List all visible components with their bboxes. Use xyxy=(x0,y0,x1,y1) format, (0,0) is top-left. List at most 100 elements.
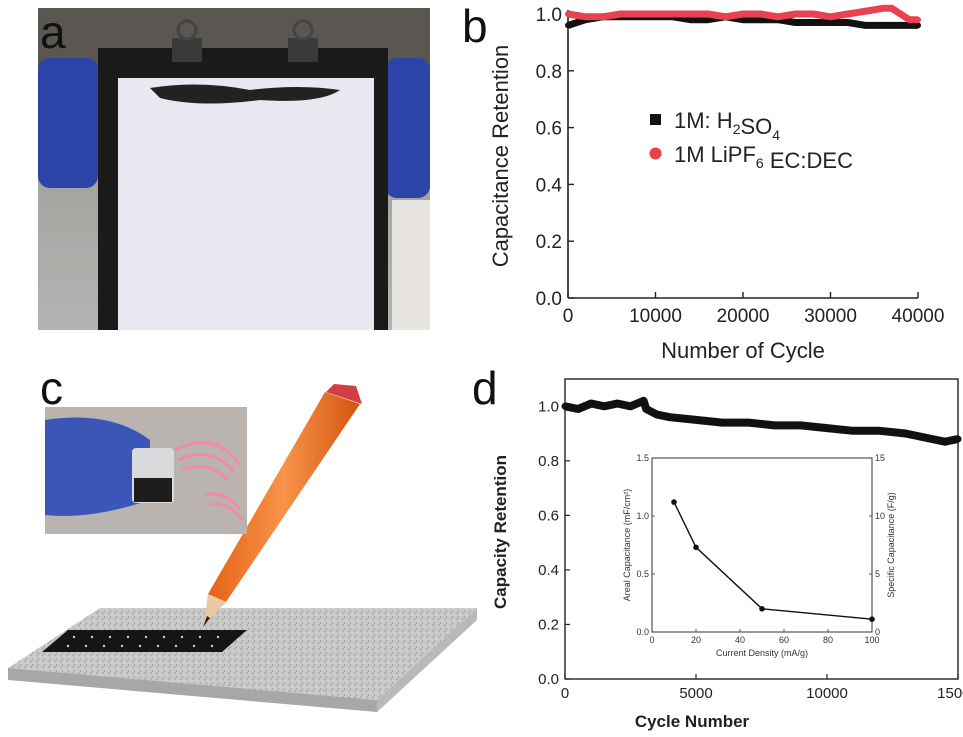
d-series-point xyxy=(642,405,650,413)
b-x-axis-title: Number of Cycle xyxy=(661,338,825,363)
inset-y-tick-label: 0.0 xyxy=(636,627,649,637)
d-x-tick-label: 10000 xyxy=(806,685,848,702)
clip-handle-left xyxy=(176,19,198,41)
d-series-point xyxy=(875,427,883,435)
d-y-tick-label: 0.8 xyxy=(538,453,559,470)
b-series-1-point xyxy=(652,11,659,17)
d-series-point xyxy=(771,421,779,429)
d-y-tick-label: 0.4 xyxy=(538,562,559,579)
b-x-tick-label: 20000 xyxy=(717,306,770,327)
b-series-1-point xyxy=(600,13,606,20)
electrode-dot xyxy=(90,635,94,639)
b-series-0-point xyxy=(705,16,711,23)
inset-y-right-axis-title: Specific Capacitance (F/g) xyxy=(886,492,896,598)
d-plot-frame xyxy=(564,378,959,680)
d-y-tick-label: 0.2 xyxy=(538,616,559,633)
inset-graphite-block xyxy=(134,478,172,502)
legend-entry-0: 1M: H2SO4 xyxy=(674,108,780,143)
electrode-dot xyxy=(180,635,184,639)
inset-y-tick-label: 1.0 xyxy=(636,511,649,521)
d-series-point xyxy=(928,435,936,443)
paper-substrate-side xyxy=(377,608,477,712)
b-series-1-point xyxy=(757,11,764,17)
b-series-0-point xyxy=(880,22,886,29)
panel-letter-b: b xyxy=(462,0,488,52)
white-paper xyxy=(118,78,374,330)
b-series-1-point xyxy=(670,11,676,17)
b-series-1-point xyxy=(915,16,921,23)
pencil-lead xyxy=(203,616,210,627)
b-series-0-point xyxy=(792,19,799,26)
inset-plot-frame xyxy=(651,457,873,633)
b-series-0-point xyxy=(827,19,834,26)
b-y-tick-label: 0.2 xyxy=(536,232,562,253)
electrode-dot xyxy=(162,635,166,639)
electrode-finger-dots xyxy=(66,635,220,648)
b-x-tick-label: 0 xyxy=(563,306,574,327)
b-y-tick-label: 0.4 xyxy=(536,175,563,196)
electrode-dot xyxy=(108,635,112,639)
inset-x-tick-label: 60 xyxy=(779,635,789,645)
b-series-1-point xyxy=(565,11,571,17)
panel-b-series xyxy=(565,4,921,29)
d-y-tick-label: 0.6 xyxy=(538,507,559,524)
panel-a: a xyxy=(38,6,430,330)
panel-c-inset-photo xyxy=(45,407,247,534)
legend-text-part: EC:DEC xyxy=(764,148,853,173)
b-series-1-point xyxy=(582,13,589,20)
inset-series-line xyxy=(673,501,873,620)
frame-top-bar xyxy=(118,68,374,78)
d-series-point xyxy=(587,400,595,407)
b-x-tick-label: 10000 xyxy=(629,306,682,327)
b-series-0-point xyxy=(845,19,851,26)
b-series-1-point xyxy=(845,11,851,17)
panel-letter-a: a xyxy=(40,6,66,58)
binder-clip-right xyxy=(288,38,318,62)
electrode-dot xyxy=(198,635,202,639)
inset-y-right-tick-label: 15 xyxy=(875,453,885,463)
inset-series-point xyxy=(671,499,677,505)
b-series-1-point xyxy=(827,13,834,20)
b-series-1-point xyxy=(617,11,624,17)
panel-c: c xyxy=(8,362,477,712)
panel-b-chart: b 0.0 0.2 0.4 0.6 0.8 1.0 0 10000 20000 30000 4000… xyxy=(462,0,944,363)
inset-y-tick-label: 1.5 xyxy=(636,453,649,463)
binder-clip-left xyxy=(172,38,202,62)
paper-substrate-front xyxy=(8,668,377,712)
legend-text-part: 1M LiPF xyxy=(674,142,756,167)
d-series-point xyxy=(613,400,621,407)
inset-x-tick-label: 0 xyxy=(649,635,654,645)
b-series-1-point xyxy=(722,13,729,20)
paper-substrate-top xyxy=(8,608,477,700)
electrode-dot xyxy=(174,644,178,648)
electrode-dot xyxy=(216,635,220,639)
panel-d-axes: 0.00.20.40.60.81.0050001000015000Cycle N… xyxy=(491,378,963,731)
panel-letter-c: c xyxy=(40,362,63,414)
graphite-electrode-pad xyxy=(42,630,247,652)
b-series-0-point xyxy=(687,16,694,23)
d-series-point xyxy=(640,397,648,405)
b-x-tick-label: 40000 xyxy=(892,306,945,327)
graphite-deposit xyxy=(150,84,340,104)
panel-d-chart: d 0.00.20.40.60.81.0050001000015000Cycle… xyxy=(472,362,963,731)
legend-text-part: 1M: H xyxy=(674,108,733,133)
inset-series-point xyxy=(693,544,699,551)
electrode-dot xyxy=(120,644,124,648)
panel-b-axes: 0.0 0.2 0.4 0.6 0.8 1.0 0 10000 20000 30000 40000 N… xyxy=(488,5,944,363)
right-sleeve xyxy=(392,200,430,330)
clip-handle-right xyxy=(292,19,314,41)
panel-d-inset-series xyxy=(671,499,875,622)
b-series-1-point xyxy=(906,16,913,23)
b-series-0-point xyxy=(757,16,764,23)
d-series-point xyxy=(627,402,634,410)
electrode-dot xyxy=(102,644,106,648)
b-series-1-point xyxy=(687,11,694,17)
inset-y-right-tick-label: 0 xyxy=(875,627,880,637)
inset-y-right-tick-label: 5 xyxy=(875,569,880,579)
b-y-tick-label: 1.0 xyxy=(536,5,562,26)
d-series-point xyxy=(823,424,831,432)
pencil-eraser xyxy=(326,384,362,404)
d-series-point xyxy=(718,419,726,427)
pencil-body xyxy=(208,392,360,602)
b-series-0-point xyxy=(915,22,921,29)
